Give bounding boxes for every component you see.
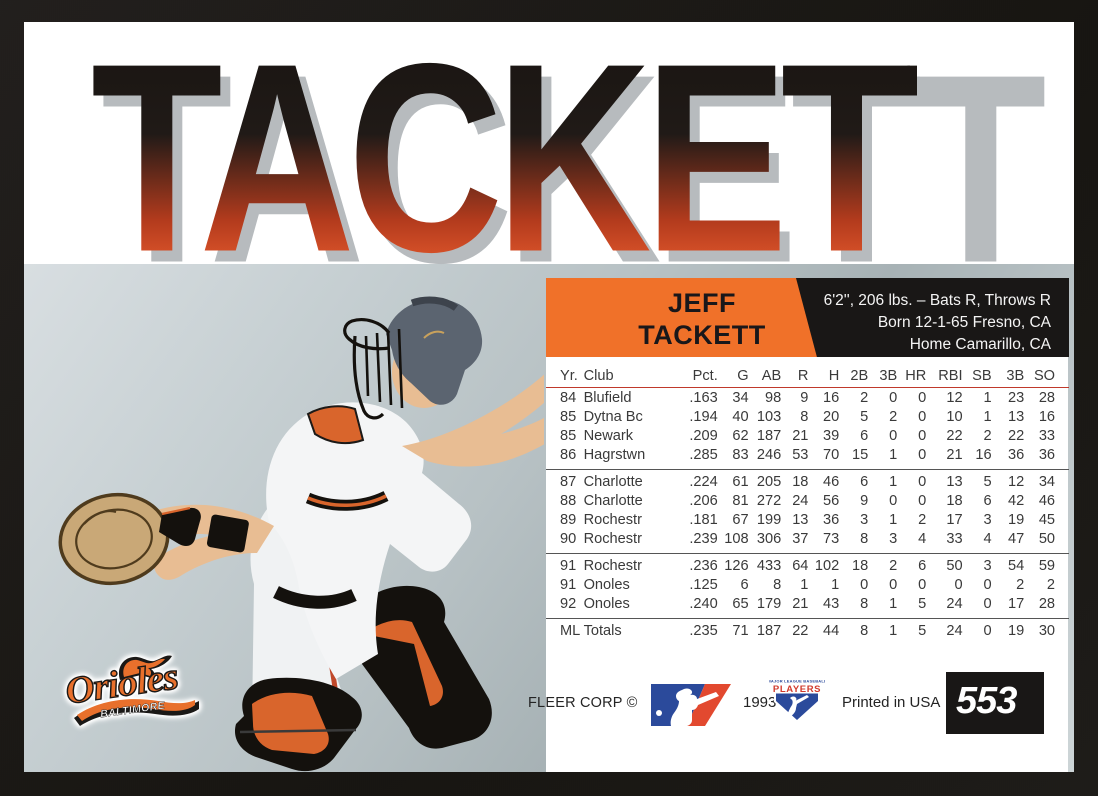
svg-text:PLAYERS: PLAYERS xyxy=(773,684,821,695)
svg-text:MAJOR LEAGUE BASEBALL: MAJOR LEAGUE BASEBALL xyxy=(769,679,825,684)
